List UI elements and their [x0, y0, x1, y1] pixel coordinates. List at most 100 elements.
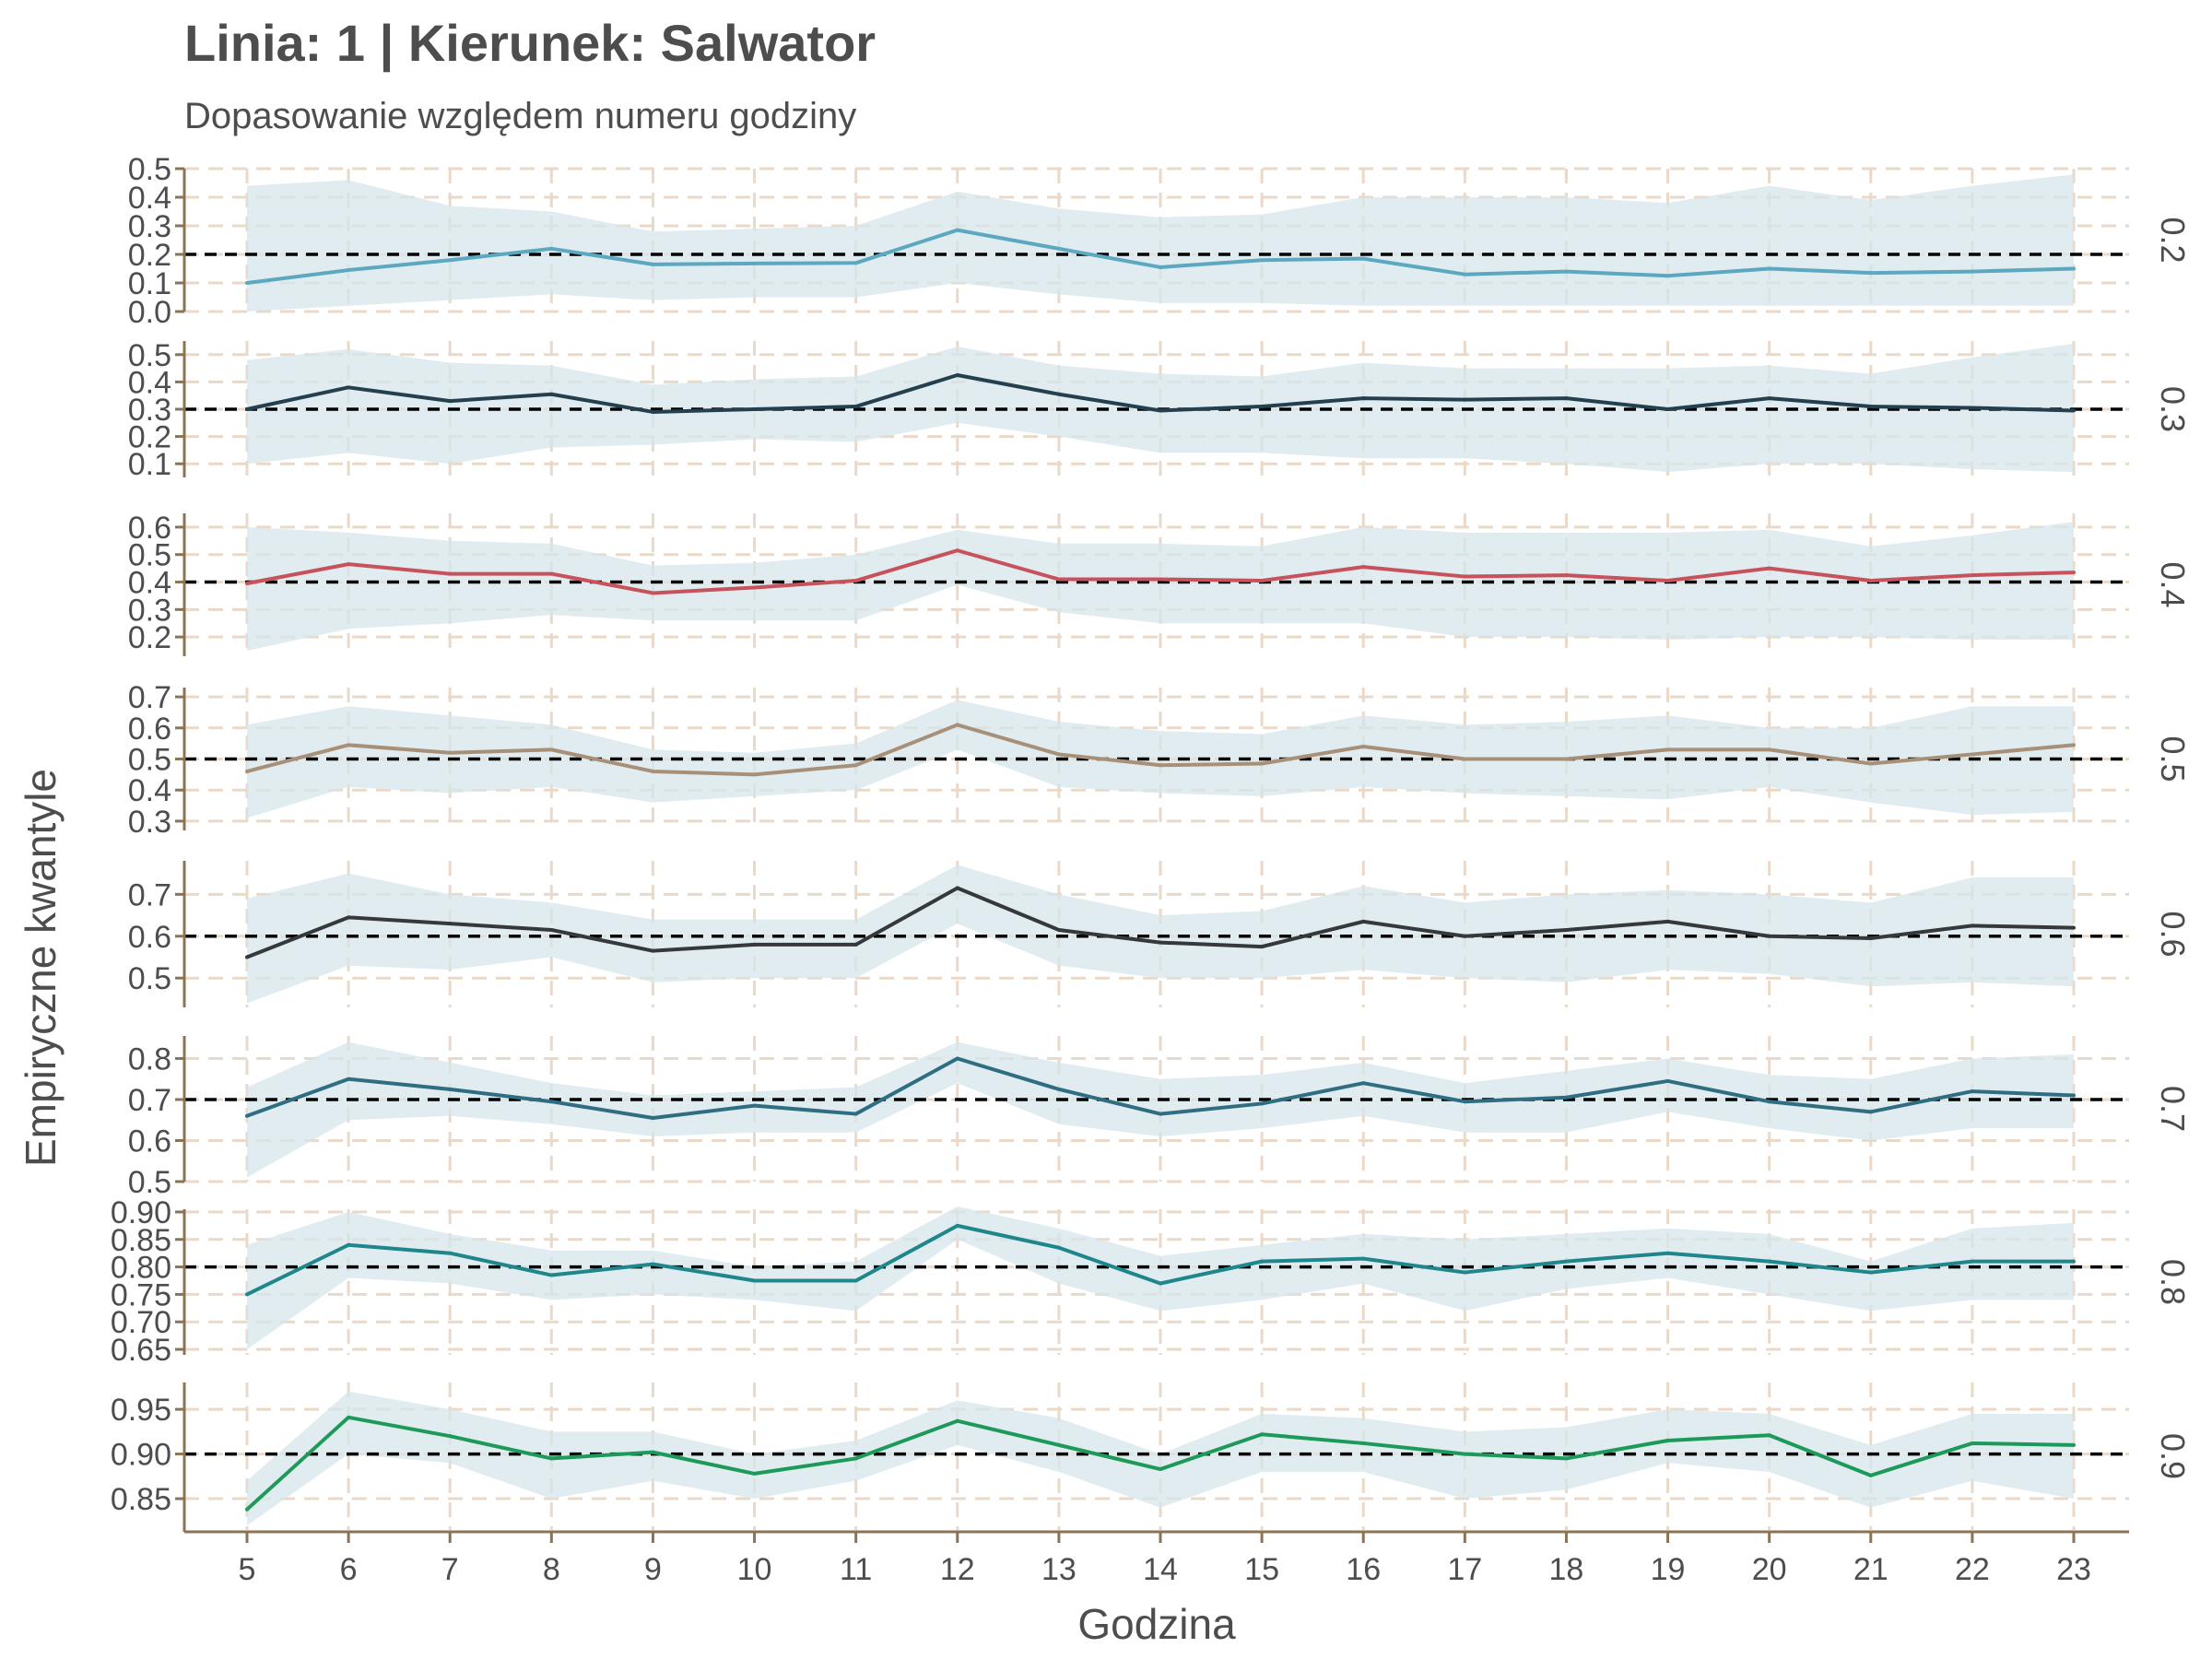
data-point [2072, 266, 2076, 271]
panel-0-4: 0.20.30.40.50.60.4 [128, 511, 2192, 656]
y-tick-label: 0.7 [128, 1083, 171, 1118]
data-point [1056, 1245, 1061, 1250]
data-point [1564, 396, 1569, 401]
confidence-band [247, 1391, 2074, 1526]
facet-strip-label: 0.8 [2154, 1259, 2192, 1305]
y-tick-label: 0.8 [128, 1041, 171, 1077]
data-point [1159, 265, 1162, 269]
data-point [1361, 1081, 1366, 1086]
data-point [1868, 1473, 1873, 1477]
panel-0-2: 0.00.10.20.30.40.50.2 [128, 152, 2192, 330]
data-point [1970, 752, 1974, 757]
data-point [1056, 752, 1061, 757]
data-point [2072, 408, 2076, 413]
data-point [1159, 577, 1162, 582]
y-tick-label: 0.5 [128, 338, 171, 373]
y-axis-title: Empiryczne kwantyle [17, 769, 65, 1167]
y-tick-label: 0.3 [128, 393, 171, 428]
data-point [1970, 269, 1974, 274]
data-point [448, 258, 453, 263]
facet-strip-label: 0.5 [2154, 735, 2192, 782]
data-point [1767, 747, 1771, 752]
data-point [651, 409, 655, 414]
data-point [752, 407, 757, 411]
x-tick-label: 10 [737, 1552, 772, 1587]
x-tick-label: 6 [340, 1552, 358, 1587]
data-point [1056, 392, 1061, 396]
data-point [549, 747, 554, 752]
data-point [1970, 1441, 1974, 1445]
data-point [448, 571, 453, 576]
y-tick-label: 0.4 [128, 365, 171, 400]
y-tick-label: 0.7 [128, 877, 171, 912]
data-point [1463, 934, 1467, 938]
data-point [448, 750, 453, 755]
data-point [1056, 1442, 1061, 1447]
data-point [853, 1112, 858, 1116]
data-point [448, 1087, 453, 1091]
y-tick-label: 0.75 [111, 1277, 171, 1312]
y-tick-label: 0.2 [128, 620, 171, 655]
data-point [549, 1273, 554, 1277]
y-tick-label: 0.6 [128, 1124, 171, 1159]
facet-strip-label: 0.2 [2154, 217, 2192, 263]
x-tick-label: 8 [543, 1552, 560, 1587]
chart-panels: 0.00.10.20.30.40.50.20.10.20.30.40.50.30… [111, 152, 2192, 1530]
data-point [1767, 566, 1771, 571]
data-point [1361, 256, 1366, 261]
confidence-band [247, 1041, 2074, 1178]
data-point [853, 405, 858, 409]
data-point [1564, 927, 1569, 932]
data-point [1868, 761, 1873, 766]
data-point [1260, 1101, 1265, 1106]
facet-strip-label: 0.6 [2154, 911, 2192, 957]
data-point [1665, 919, 1670, 924]
data-point [1970, 573, 1974, 578]
data-point [1463, 574, 1467, 579]
x-tick-label: 11 [840, 1552, 872, 1587]
panel-0-5: 0.30.40.50.60.70.5 [128, 680, 2192, 840]
data-point [1665, 407, 1670, 411]
y-tick-label: 0.90 [111, 1438, 171, 1473]
y-tick-label: 0.5 [128, 743, 171, 778]
data-point [1564, 269, 1569, 274]
data-point [1767, 1433, 1771, 1438]
data-point [1361, 565, 1366, 570]
data-point [1361, 1256, 1366, 1261]
data-point [2072, 571, 2076, 575]
data-point [651, 948, 655, 953]
data-point [1970, 1259, 1974, 1264]
data-point [1361, 1441, 1366, 1445]
data-point [1463, 1270, 1467, 1275]
data-point [347, 1242, 351, 1247]
y-tick-label: 0.2 [128, 238, 171, 273]
data-point [1970, 1089, 1974, 1094]
x-tick-label: 22 [1955, 1552, 1990, 1587]
data-point [651, 1262, 655, 1266]
data-point [549, 392, 554, 396]
y-tick-label: 0.4 [128, 773, 171, 808]
y-tick-label: 0.6 [128, 920, 171, 955]
y-tick-label: 0.5 [128, 152, 171, 187]
data-point [752, 261, 757, 265]
data-point [1159, 1112, 1162, 1116]
data-point [1056, 246, 1061, 251]
data-point [955, 886, 959, 890]
data-point [1260, 1259, 1265, 1264]
y-tick-label: 0.70 [111, 1305, 171, 1340]
data-point [1260, 405, 1265, 409]
y-tick-label: 0.1 [128, 447, 171, 482]
y-tick-label: 0.3 [128, 593, 171, 628]
data-point [752, 1278, 757, 1283]
data-point [2072, 1442, 2076, 1447]
panel-0-3: 0.10.20.30.40.50.3 [128, 338, 2192, 482]
data-point [1564, 1456, 1569, 1461]
data-point [1665, 1078, 1670, 1083]
data-point [651, 769, 655, 773]
data-point [1767, 934, 1771, 938]
data-point [347, 743, 351, 747]
data-point [651, 1450, 655, 1454]
y-tick-label: 0.85 [111, 1223, 171, 1258]
data-point [448, 1434, 453, 1439]
data-point [1665, 1251, 1670, 1255]
